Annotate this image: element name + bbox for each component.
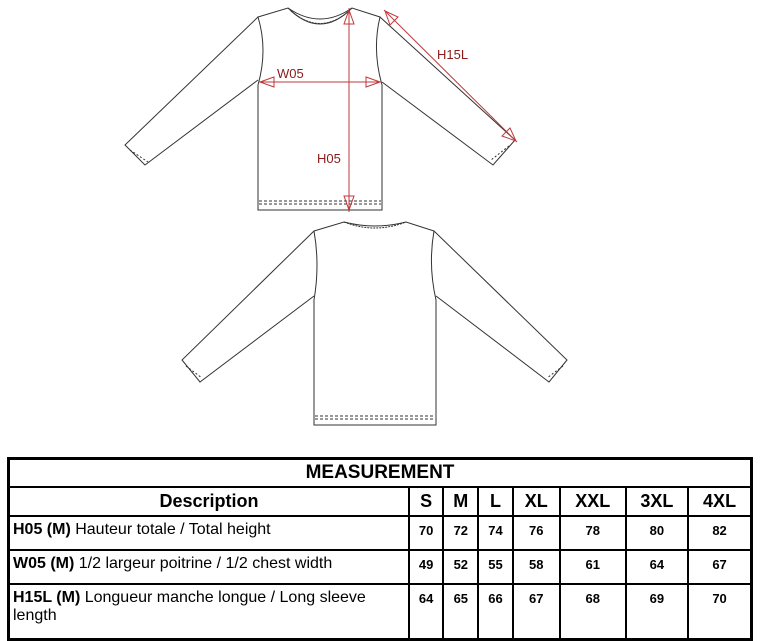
cell-value: 70 bbox=[407, 515, 445, 551]
cell-value: 52 bbox=[442, 549, 480, 585]
header-size: XXL bbox=[558, 486, 627, 517]
cell-value: 82 bbox=[687, 515, 753, 551]
cell-value: 70 bbox=[687, 583, 753, 641]
cell-value: 67 bbox=[511, 583, 561, 641]
h15l-arrow bbox=[383, 9, 518, 143]
measurement-lines bbox=[258, 8, 518, 212]
cell-value: 72 bbox=[442, 515, 480, 551]
table-row: W05 (M) 1/2 largeur poitrine / 1/2 chest… bbox=[7, 549, 753, 585]
cell-value: 76 bbox=[511, 515, 561, 551]
cell-value: 55 bbox=[477, 549, 514, 585]
cell-value: 66 bbox=[477, 583, 514, 641]
cell-value: 68 bbox=[558, 583, 627, 641]
row-code: W05 (M) bbox=[13, 555, 75, 572]
h15l-label: H15L bbox=[437, 47, 468, 62]
w05-label: W05 bbox=[277, 66, 304, 81]
header-size: L bbox=[477, 486, 514, 517]
header-size: S bbox=[407, 486, 445, 517]
row-text: 1/2 largeur poitrine / 1/2 chest width bbox=[74, 555, 333, 572]
cell-value: 69 bbox=[624, 583, 690, 641]
cell-value: 49 bbox=[407, 549, 445, 585]
table-row: H05 (M) Hauteur totale / Total height 70… bbox=[7, 515, 753, 551]
cell-value: 64 bbox=[624, 549, 690, 585]
row-text: Hauteur totale / Total height bbox=[70, 521, 271, 538]
header-size: M bbox=[442, 486, 480, 517]
cell-value: 65 bbox=[442, 583, 480, 641]
cell-value: 80 bbox=[624, 515, 690, 551]
cell-value: 67 bbox=[687, 549, 753, 585]
cell-value: 78 bbox=[558, 515, 627, 551]
measurement-table: MEASUREMENT Description S M L XL XXL 3XL… bbox=[7, 457, 753, 641]
row-code: H05 (M) bbox=[13, 521, 71, 538]
header-description: Description bbox=[7, 486, 410, 517]
row-code: H15L (M) bbox=[13, 589, 81, 606]
cell-value: 74 bbox=[477, 515, 514, 551]
row-description: H15L (M) Longueur manche longue / Long s… bbox=[7, 583, 410, 641]
row-description: W05 (M) 1/2 largeur poitrine / 1/2 chest… bbox=[7, 549, 410, 585]
table-header-row: Description S M L XL XXL 3XL 4XL bbox=[7, 486, 753, 517]
table-title: MEASUREMENT bbox=[7, 457, 753, 488]
row-description: H05 (M) Hauteur totale / Total height bbox=[7, 515, 410, 551]
cell-value: 64 bbox=[407, 583, 445, 641]
cell-value: 58 bbox=[511, 549, 561, 585]
garment-technical-drawing: W05 H05 H15L bbox=[124, 7, 568, 426]
front-shirt-outline bbox=[124, 7, 516, 211]
cell-value: 61 bbox=[558, 549, 627, 585]
header-size: 4XL bbox=[687, 486, 753, 517]
header-size: 3XL bbox=[624, 486, 690, 517]
header-size: XL bbox=[511, 486, 561, 517]
h05-label: H05 bbox=[317, 151, 341, 166]
table-row: H15L (M) Longueur manche longue / Long s… bbox=[7, 583, 753, 641]
row-text: Longueur manche longue / Long sleeve len… bbox=[13, 589, 366, 624]
back-shirt-outline bbox=[181, 221, 568, 426]
